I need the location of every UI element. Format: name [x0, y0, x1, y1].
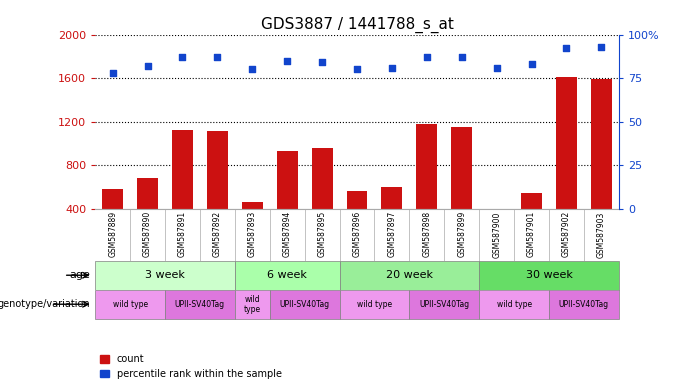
- Text: GSM587889: GSM587889: [108, 211, 117, 257]
- Point: [107, 70, 118, 76]
- Bar: [486, 211, 507, 252]
- Bar: [479, 290, 549, 319]
- Text: GSM587900: GSM587900: [492, 211, 501, 258]
- Text: GSM587903: GSM587903: [597, 211, 606, 258]
- Bar: [339, 261, 479, 290]
- Bar: [95, 261, 235, 290]
- Bar: [102, 189, 123, 252]
- Point: [491, 65, 502, 71]
- Text: 3 week: 3 week: [145, 270, 185, 280]
- Bar: [416, 124, 437, 252]
- Text: GSM587896: GSM587896: [352, 211, 362, 257]
- Bar: [339, 290, 409, 319]
- Bar: [207, 131, 228, 252]
- Bar: [452, 127, 472, 252]
- Bar: [347, 191, 367, 252]
- Point: [247, 66, 258, 73]
- Bar: [270, 290, 339, 319]
- Point: [212, 54, 223, 60]
- Text: 20 week: 20 week: [386, 270, 433, 280]
- Text: GSM587892: GSM587892: [213, 211, 222, 257]
- Text: age: age: [69, 270, 90, 280]
- Point: [596, 44, 607, 50]
- Point: [561, 45, 572, 51]
- Bar: [556, 77, 577, 252]
- Point: [456, 54, 467, 60]
- Bar: [235, 290, 270, 319]
- Bar: [172, 130, 193, 252]
- Text: GSM587897: GSM587897: [388, 211, 396, 257]
- Point: [177, 54, 188, 60]
- Text: GSM587891: GSM587891: [178, 211, 187, 257]
- Point: [282, 58, 292, 64]
- Text: UPII-SV40Tag: UPII-SV40Tag: [419, 300, 469, 309]
- Text: UPII-SV40Tag: UPII-SV40Tag: [559, 300, 609, 309]
- Text: wild type: wild type: [357, 300, 392, 309]
- Point: [526, 61, 537, 67]
- Bar: [521, 193, 542, 252]
- Bar: [165, 290, 235, 319]
- Text: GSM587902: GSM587902: [562, 211, 571, 257]
- Text: wild type: wild type: [113, 300, 148, 309]
- Title: GDS3887 / 1441788_s_at: GDS3887 / 1441788_s_at: [260, 17, 454, 33]
- Bar: [277, 151, 298, 252]
- Bar: [409, 290, 479, 319]
- Text: 30 week: 30 week: [526, 270, 573, 280]
- Legend: count, percentile rank within the sample: count, percentile rank within the sample: [100, 354, 282, 379]
- Point: [422, 54, 432, 60]
- Text: GSM587901: GSM587901: [527, 211, 536, 257]
- Bar: [381, 187, 403, 252]
- Bar: [95, 290, 165, 319]
- Bar: [137, 178, 158, 252]
- Point: [142, 63, 153, 69]
- Text: genotype/variation: genotype/variation: [0, 299, 90, 309]
- Text: GSM587898: GSM587898: [422, 211, 431, 257]
- Text: wild type: wild type: [496, 300, 532, 309]
- Text: GSM587890: GSM587890: [143, 211, 152, 257]
- Bar: [549, 290, 619, 319]
- Bar: [479, 261, 619, 290]
- Text: GSM587899: GSM587899: [457, 211, 466, 257]
- Bar: [235, 261, 339, 290]
- Text: UPII-SV40Tag: UPII-SV40Tag: [279, 300, 330, 309]
- Point: [386, 65, 397, 71]
- Text: 6 week: 6 week: [267, 270, 307, 280]
- Text: GSM587894: GSM587894: [283, 211, 292, 257]
- Bar: [591, 79, 612, 252]
- Text: GSM587895: GSM587895: [318, 211, 326, 257]
- Point: [317, 59, 328, 65]
- Bar: [242, 202, 262, 252]
- Point: [352, 66, 362, 73]
- Text: wild
type: wild type: [243, 295, 261, 314]
- Text: UPII-SV40Tag: UPII-SV40Tag: [175, 300, 225, 309]
- Bar: [311, 147, 333, 252]
- Text: GSM587893: GSM587893: [248, 211, 257, 257]
